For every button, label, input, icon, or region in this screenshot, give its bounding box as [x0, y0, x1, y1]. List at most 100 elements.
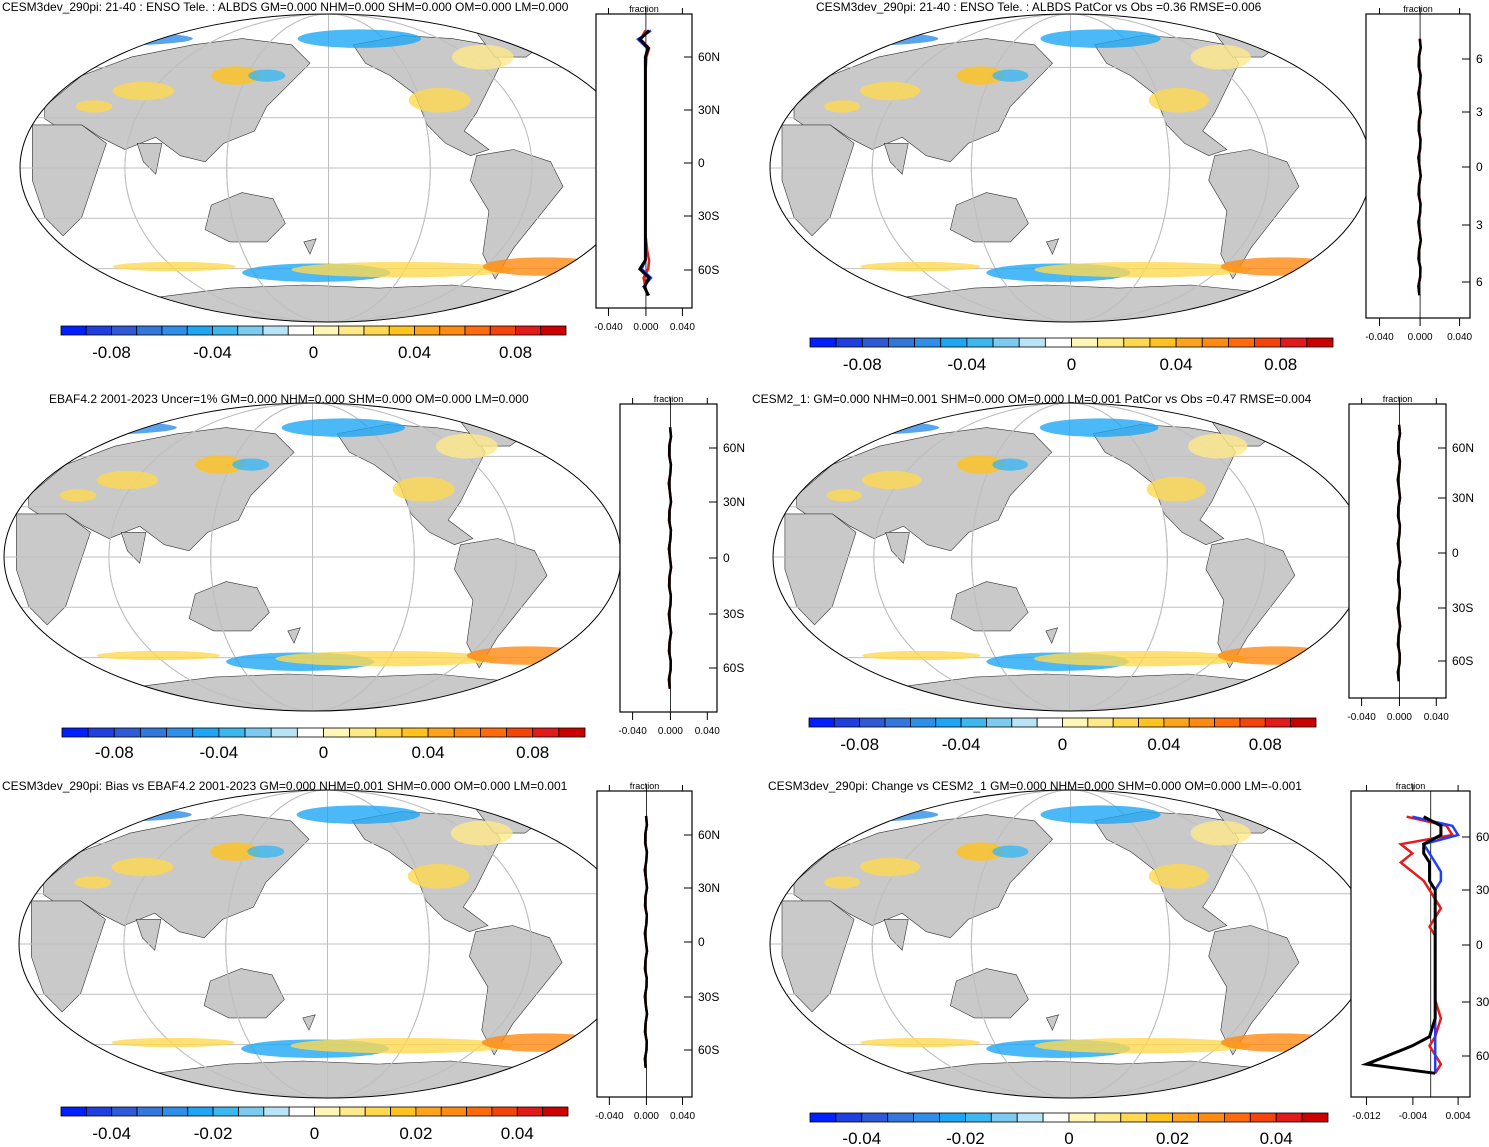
anomaly-patch [408, 87, 471, 113]
graticule-lon [108, 403, 517, 711]
colorbar-swatch [375, 727, 403, 738]
zonal-series-line [643, 815, 649, 1069]
anomaly-patch [1190, 44, 1251, 70]
colorbar-swatch [479, 727, 507, 738]
colorbar-swatch [960, 717, 987, 728]
anomaly-patch [1034, 1037, 1251, 1054]
colorbar-swatch [60, 325, 87, 336]
zonal-series-line [667, 427, 673, 689]
colorbar-swatch [833, 717, 861, 728]
anomaly-patch [112, 261, 236, 272]
anomaly-patch [1220, 257, 1341, 276]
colorbar-swatch [390, 1106, 417, 1117]
colorbar-swatch [835, 1112, 863, 1123]
colorbar-tick-label: 0 [1064, 1129, 1073, 1147]
anomaly-patch [435, 433, 498, 459]
colorbar-swatch [1264, 717, 1292, 728]
panel-6-title: CESM3dev_290pi: Change vs CESM2_1 GM=0.0… [768, 779, 1302, 793]
anomaly-patch [1146, 476, 1206, 502]
colorbar-swatch [288, 1106, 315, 1117]
land-nz [1046, 1014, 1059, 1031]
land-antarctica [139, 673, 511, 711]
colorbar-swatch [212, 325, 239, 336]
land-australia [949, 968, 1029, 1019]
lat-tick-label: 60S [698, 1043, 719, 1057]
zonal-xlabel: fraction [1396, 781, 1426, 791]
anomaly-patch [1040, 29, 1161, 48]
land-africa [781, 124, 855, 237]
lat-tick-label: 30N [698, 103, 720, 117]
land-australia [188, 581, 270, 632]
anomaly-patch [290, 1037, 513, 1054]
zonal-xtick-label: -0.012 [1352, 1111, 1381, 1122]
colorbar-swatch [1138, 717, 1165, 728]
colorbar-tick-label: 0 [319, 743, 328, 762]
colorbar-swatch [992, 337, 1020, 348]
colorbar-swatch [453, 727, 481, 738]
graticule-lon [225, 790, 430, 1098]
lat-tick-label: 0 [1452, 546, 1459, 560]
lat-tick-label: 60 [1476, 1049, 1489, 1063]
anomaly-patch [1148, 863, 1209, 889]
lat-tick-label: 30S [698, 209, 719, 223]
colorbar-swatch [339, 1106, 366, 1117]
colorbar-tick-label: 0.04 [1160, 355, 1193, 374]
lat-tick-label: 30S [723, 607, 744, 621]
lat-tick-label: 60 [1476, 830, 1489, 844]
colorbar-swatch [192, 727, 220, 738]
colorbar-swatch [388, 325, 415, 336]
colorbar-swatch [414, 325, 441, 336]
zonal-mean-panel-5: fraction -0.040 0.000 0.040 60N 30N 0 30S 60S [595, 781, 720, 1122]
colorbar-tick-label: 0.04 [398, 343, 431, 362]
colorbar-swatch [136, 325, 163, 336]
zonal-series-line [1360, 815, 1443, 1075]
colorbar-swatch [218, 727, 246, 738]
anomaly-patch [1190, 820, 1251, 846]
land-samerica [1205, 538, 1296, 669]
colorbar-swatch [986, 717, 1013, 728]
lat-tick-label: 60N [1452, 441, 1474, 455]
colorbar-swatch [1224, 1112, 1251, 1123]
land-africa [781, 900, 855, 1013]
land-india [883, 143, 909, 175]
graticule-lon [873, 403, 1266, 711]
colorbar-swatch [1068, 1112, 1096, 1123]
colorbar-swatch [515, 325, 542, 336]
anomaly-patch [956, 455, 1005, 474]
colorbar-swatch [1201, 337, 1229, 348]
zonal-xtick-label: 0.000 [634, 1111, 659, 1122]
colorbar-tick-label: -0.04 [200, 743, 239, 762]
zonal-xtick-label: 0.040 [1447, 332, 1472, 343]
anomaly-patch [248, 69, 286, 82]
anomaly-patch [826, 489, 862, 502]
anomaly-patch [860, 261, 981, 272]
colorbar-tick-label: 0 [310, 1124, 319, 1143]
land-nz [303, 238, 317, 255]
zonal-series-line [1396, 424, 1402, 682]
colorbar-swatch [1123, 337, 1151, 348]
colorbar-swatch [1228, 337, 1255, 348]
colorbar-swatch [1062, 717, 1089, 728]
zonal-xtick-label: 0.000 [1408, 332, 1433, 343]
lat-tick-label: 30N [1452, 491, 1474, 505]
colorbar-swatch [61, 727, 89, 738]
colorbar-swatch [415, 1106, 442, 1117]
land-samerica [470, 149, 564, 280]
zonal-xtick-label: -0.040 [594, 322, 623, 333]
lat-tick-label: 0 [1476, 938, 1483, 952]
zonal-xtick-label: 0.000 [633, 322, 658, 333]
zonal-mean-panel-2: fraction -0.040 0.000 0.040 6 3 0 3 6 [1365, 4, 1483, 343]
graticule-lon [871, 14, 1270, 322]
land-india [883, 919, 909, 951]
colorbar-swatch [939, 1112, 966, 1123]
colorbar-swatch [1120, 1112, 1148, 1123]
zonal-xlabel: fraction [654, 394, 684, 404]
colorbar-3: -0.08 -0.04 0 0.04 0.08 [61, 727, 586, 762]
colorbar-swatch [1280, 337, 1308, 348]
anomaly-patch [211, 66, 261, 85]
graticule-lon [971, 403, 1168, 711]
colorbar-swatch [464, 325, 491, 336]
colorbar-swatch [808, 717, 835, 728]
lat-tick-label: 60N [698, 50, 720, 64]
anomaly-patch [407, 863, 470, 889]
